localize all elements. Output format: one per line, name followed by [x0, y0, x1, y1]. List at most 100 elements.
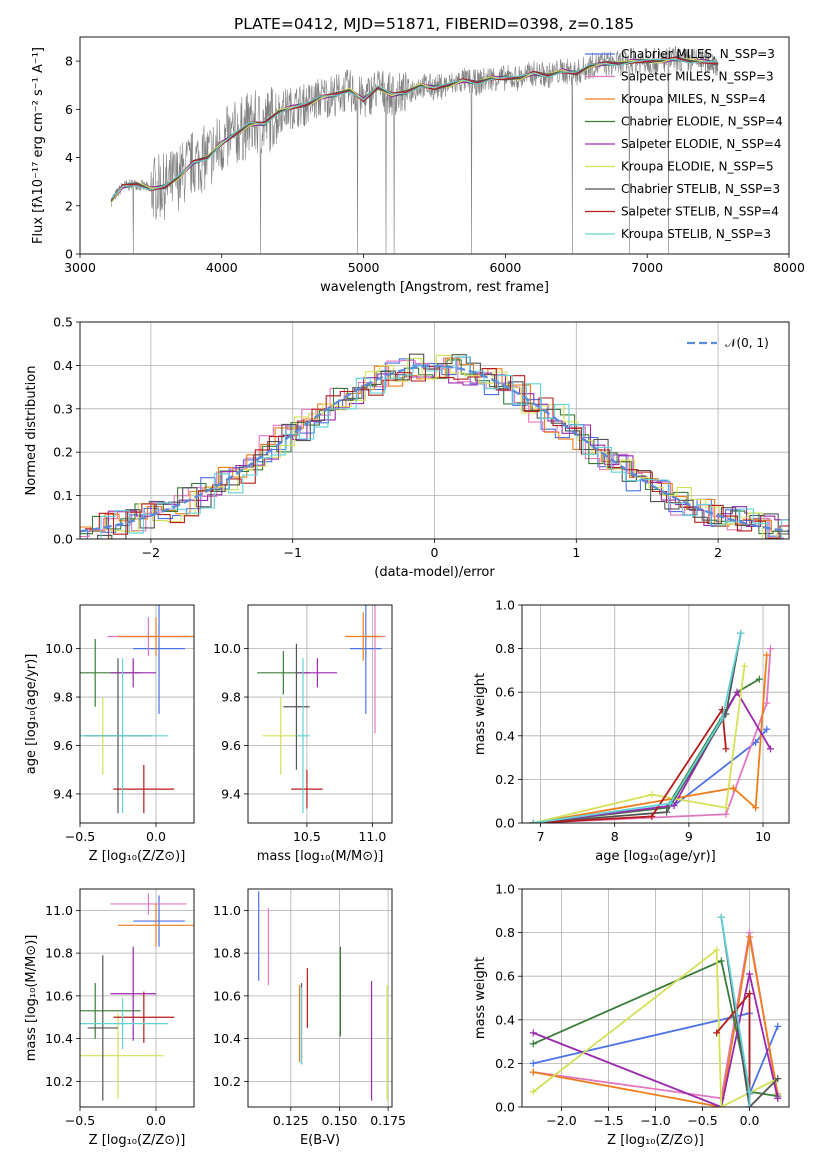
x-tick-label: −2.0	[546, 1113, 576, 1128]
mass-weight-point	[666, 799, 674, 807]
x-tick-label: 6000	[489, 260, 521, 275]
mass-weight-point	[766, 745, 774, 753]
mass-weight-point	[529, 1029, 537, 1037]
y-tick-label: 4	[65, 150, 73, 165]
mass-weight-point	[717, 1103, 725, 1107]
y-tick-label: 0.1	[53, 488, 73, 503]
mass-weight-point	[717, 957, 725, 965]
mass-weight-point	[763, 699, 771, 707]
x-axis-label: Z [log₁₀(Z/Z⊙)]	[89, 849, 186, 864]
spectrum-title: PLATE=0412, MJD=51871, FIBERID=0398, z=0…	[234, 15, 634, 33]
mass-weight-point	[733, 688, 741, 696]
x-tick-label: 10	[755, 829, 771, 844]
residual-histogram-line	[80, 356, 783, 539]
x-tick-label: 0.0	[146, 1113, 166, 1128]
y-tick-label: 9.8	[221, 690, 241, 705]
mass-weight-point	[670, 802, 678, 810]
x-tick-label: 7	[537, 829, 545, 844]
x-tick-label: 1	[572, 545, 580, 560]
x-tick-label: 0.175	[370, 1113, 406, 1128]
x-tick-label: −1.5	[593, 1113, 623, 1128]
mass-weight-series-line	[532, 973, 779, 1107]
y-tick-label: 0.3	[53, 401, 73, 416]
y-tick-label: 0.6	[495, 969, 515, 984]
y-tick-label: 10.2	[213, 1074, 241, 1089]
y-tick-label: 2	[65, 198, 73, 213]
x-tick-label: 9	[685, 829, 693, 844]
y-tick-label: 10.4	[45, 1031, 73, 1046]
panel-mass_vs_Z: −0.5 0.0 10.2 10.4 10.6 10.8 11.0 Z [log₁₀(Z/Z⊙…	[24, 888, 195, 1148]
mass-weight-point	[529, 819, 537, 823]
mass-weight-point	[741, 662, 748, 670]
legend-entry: Kroupa STELIB, N_SSP=3	[621, 227, 771, 241]
y-tick-label: 9.4	[53, 786, 73, 801]
y-tick-label: 0	[65, 247, 73, 262]
y-tick-label: 0.4	[495, 728, 515, 743]
normal-curve-line	[80, 364, 789, 533]
mass-weight-point	[766, 645, 774, 653]
mass-weight-point	[746, 933, 754, 941]
x-tick-label: 10.5	[293, 829, 321, 844]
x-tick-label: −0.5	[65, 1113, 95, 1128]
mass-weight-point	[774, 1022, 782, 1030]
mass-weight-point	[529, 1040, 537, 1048]
y-tick-label: 0.8	[495, 641, 515, 656]
x-tick-label: −2	[142, 545, 160, 560]
legend-entry: Chabrier MILES, N_SSP=3	[621, 47, 775, 61]
mass-weight-point	[746, 990, 754, 998]
mass-weight-point	[763, 725, 771, 733]
y-tick-label: 0.8	[495, 925, 515, 940]
mass-weight-point	[713, 1029, 721, 1037]
x-tick-label: 7000	[631, 260, 663, 275]
y-tick-label: 8	[65, 54, 73, 69]
mass-weight-point	[755, 675, 763, 683]
mass-weight-series-line	[533, 936, 779, 1107]
x-axis-label: Z [log₁₀(Z/Z⊙)]	[89, 1133, 186, 1148]
mass-weight-point	[529, 1068, 537, 1076]
legend-entry: Chabrier ELODIE, N_SSP=4	[621, 115, 783, 129]
axes-frame	[521, 888, 790, 1108]
y-tick-label: 9.6	[221, 738, 241, 753]
x-tick-label: −1.0	[640, 1113, 670, 1128]
mass-weight-series-line	[533, 633, 742, 823]
y-tick-label: 0.4	[53, 358, 73, 373]
y-tick-label: 0.0	[53, 532, 73, 547]
axes-frame	[247, 604, 393, 824]
y-tick-label: 10.8	[213, 946, 241, 961]
x-axis-label: age [log₁₀(age/yr)]	[595, 849, 716, 864]
plot-area	[258, 891, 388, 1101]
y-tick-label: 9.4	[221, 786, 241, 801]
x-tick-label: −0.5	[687, 1113, 717, 1128]
y-tick-label: 0.5	[53, 315, 73, 330]
x-axis-label: Z [log₁₀(Z/Z⊙)]	[607, 1133, 704, 1148]
y-axis-label: Normed distribution	[24, 366, 39, 496]
plot-area	[80, 893, 194, 1101]
y-tick-label: 0.4	[495, 1012, 515, 1027]
mass-weight-point	[722, 810, 730, 818]
x-tick-label: 0.125	[273, 1113, 309, 1128]
mass-weight-point	[729, 784, 737, 792]
mass-weight-point	[718, 714, 726, 722]
y-tick-label: 0.2	[495, 1056, 515, 1071]
x-tick-label: 11.0	[358, 829, 386, 844]
mass-weight-point	[774, 1075, 782, 1083]
model-spectrum-line	[110, 58, 719, 200]
y-tick-label: 9.8	[53, 690, 73, 705]
x-tick-label: −0.5	[65, 829, 95, 844]
x-tick-label: 8	[611, 829, 619, 844]
mass-weight-point	[663, 808, 671, 816]
x-tick-label: 8000	[773, 260, 805, 275]
panel-spectrum: 3000 4000 5000 6000 7000 8000 0 2 4 6 8 wavelength …	[31, 36, 805, 295]
x-tick-label: 4000	[206, 260, 238, 275]
y-axis-label: mass weight	[473, 673, 488, 755]
y-tick-label: 10.2	[45, 1074, 73, 1089]
mass-weight-point	[746, 1103, 754, 1107]
axes-frame	[79, 604, 195, 824]
y-axis-label: mass weight	[473, 957, 488, 1039]
x-tick-label: 2	[714, 545, 722, 560]
legend-entry: Salpeter ELODIE, N_SSP=4	[621, 137, 782, 151]
legend-entry: Kroupa ELODIE, N_SSP=5	[621, 160, 774, 174]
mass-weight-point	[648, 812, 656, 820]
x-tick-label: 3000	[64, 260, 96, 275]
